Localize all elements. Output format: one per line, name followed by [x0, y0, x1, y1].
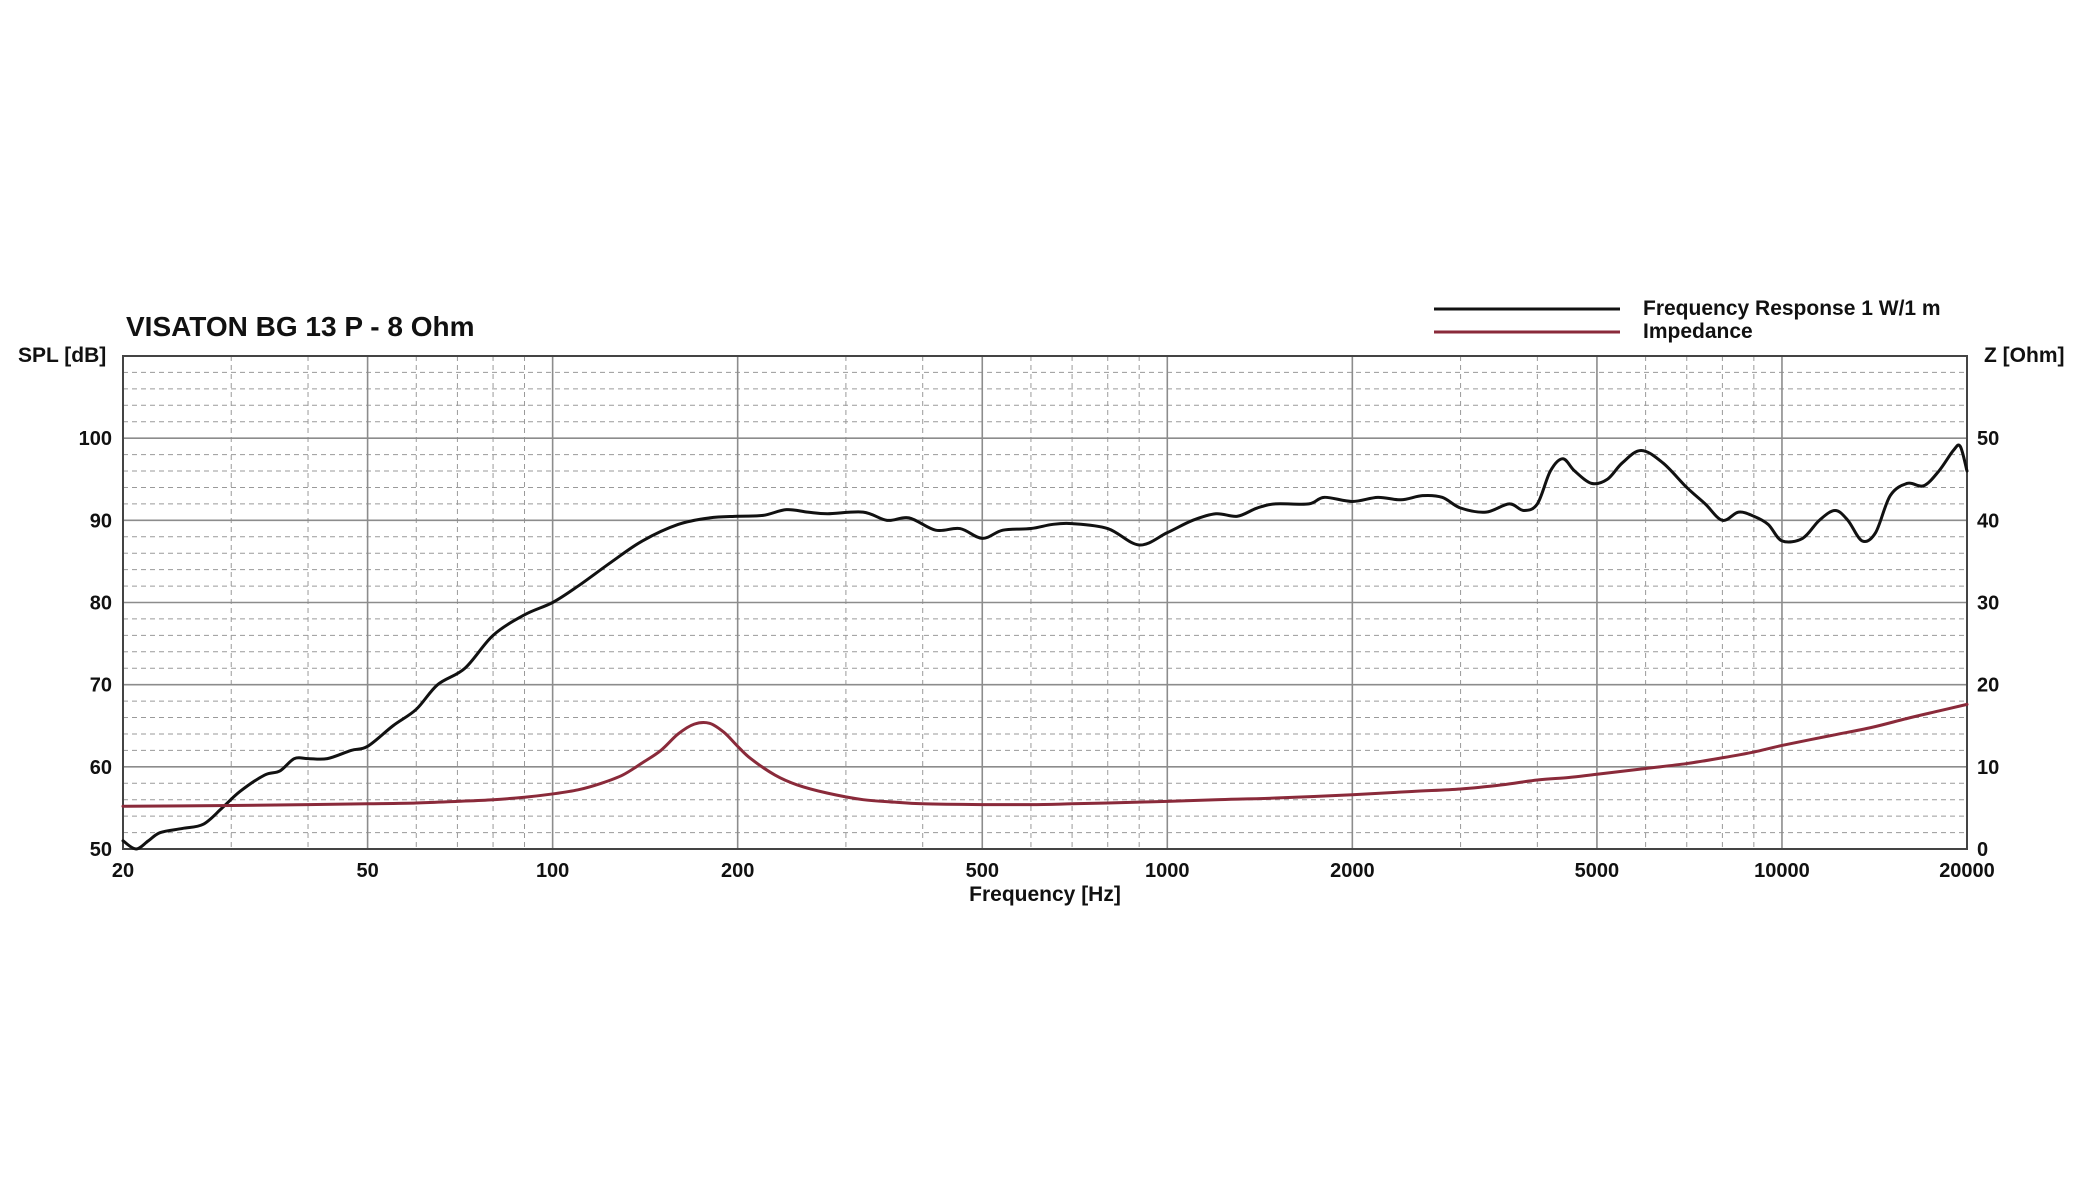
x-tick-label: 20000	[1939, 860, 1995, 882]
y-tick-label-left: 60	[90, 757, 112, 779]
y-tick-label-right: 40	[1977, 510, 1999, 532]
x-tick-label: 1000	[1145, 860, 1190, 882]
y-tick-label-left: 50	[90, 839, 112, 861]
y-tick-label-right: 10	[1977, 757, 1999, 779]
series-line-impedance	[121, 702, 1969, 808]
x-tick-label: 2000	[1330, 860, 1375, 882]
y-tick-label-left: 80	[90, 593, 112, 615]
y-tick-label-left: 70	[90, 675, 112, 697]
x-tick-label: 100	[536, 860, 569, 882]
major-grid	[122, 356, 1968, 849]
y-tick-label-right: 50	[1977, 428, 1999, 450]
x-tick-label: 50	[356, 860, 378, 882]
x-tick-label: 10000	[1754, 860, 1810, 882]
plot-frame	[122, 355, 1968, 850]
y-tick-label-left: 90	[90, 510, 112, 532]
y-tick-label-right: 20	[1977, 675, 1999, 697]
x-tick-label: 20	[112, 860, 134, 882]
legend-label-impedance: Impedance	[1643, 320, 1753, 343]
x-tick-label: 5000	[1575, 860, 1620, 882]
series-line-frequency-response	[121, 443, 1969, 851]
legend: Frequency Response 1 W/1 m Impedance	[1434, 297, 1941, 343]
y-axis-label-right: Z [Ohm]	[1984, 344, 2064, 367]
chart-title: VISATON BG 13 P - 8 Ohm	[126, 311, 475, 342]
y-axis-label-left: SPL [dB]	[18, 344, 106, 367]
y-tick-label-right: 0	[1977, 839, 1988, 861]
y-tick-label-right: 30	[1977, 593, 1999, 615]
series-layer	[121, 443, 1969, 851]
tick-labels: 20 50 100 200 500 1000 2000 5000 10000 2000050607…	[79, 428, 2000, 882]
x-tick-label: 200	[721, 860, 754, 882]
x-tick-label: 500	[966, 860, 999, 882]
legend-label-frequency-response: Frequency Response 1 W/1 m	[1643, 297, 1941, 320]
x-axis-label: Frequency [Hz]	[969, 883, 1121, 906]
y-tick-label-left: 100	[79, 428, 112, 450]
